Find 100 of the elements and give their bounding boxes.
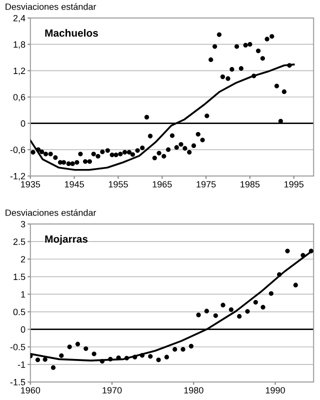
- x-tick-label: 1990: [266, 387, 285, 394]
- point: [96, 154, 100, 159]
- point: [180, 347, 186, 352]
- point: [174, 145, 179, 150]
- point: [140, 353, 145, 358]
- point: [248, 42, 252, 47]
- point: [188, 344, 194, 348]
- point: [74, 160, 80, 165]
- point: [116, 355, 121, 360]
- point: [253, 300, 258, 305]
- point: [30, 150, 36, 155]
- y-tick-label: -1.5: [10, 379, 26, 386]
- point: [140, 146, 145, 150]
- point: [100, 150, 105, 154]
- point: [156, 150, 162, 156]
- y-tick-label: 3: [20, 220, 26, 228]
- point: [35, 358, 40, 362]
- y-tick-label: 0,6: [13, 94, 26, 102]
- y-tick-label: -0,6: [10, 146, 26, 154]
- point: [92, 352, 96, 356]
- point: [91, 152, 96, 156]
- point: [84, 346, 88, 351]
- line-series: [30, 250, 313, 362]
- point: [270, 34, 274, 39]
- point: [238, 66, 244, 71]
- point: [220, 302, 226, 308]
- y-tick-label: 2,4: [13, 14, 26, 22]
- point: [204, 308, 209, 314]
- point: [132, 354, 138, 360]
- y-tick-label: 1,2: [14, 68, 26, 76]
- point: [108, 356, 113, 362]
- point: [130, 152, 136, 157]
- point: [226, 76, 230, 81]
- point: [126, 150, 132, 155]
- point: [100, 358, 105, 364]
- y-tick-label: 2: [20, 256, 26, 262]
- x-tick-label: 1960: [21, 387, 40, 394]
- y-tick-label: 0: [20, 326, 26, 333]
- x-tick-label: 1975: [196, 181, 216, 188]
- point: [124, 356, 130, 360]
- point: [152, 156, 157, 160]
- point: [228, 307, 234, 312]
- point: [237, 314, 242, 319]
- y-tick-label: 2.5: [13, 238, 26, 245]
- y-tick-label: -1,2: [10, 172, 26, 180]
- point: [268, 291, 274, 296]
- point: [66, 161, 71, 166]
- point: [196, 132, 200, 137]
- point: [234, 44, 240, 49]
- point: [170, 133, 175, 138]
- x-tick-label: 1980: [184, 387, 204, 394]
- x-tick-label: 1945: [64, 181, 84, 188]
- x-tick-label: 1985: [240, 181, 260, 188]
- point: [260, 56, 265, 61]
- point: [43, 152, 48, 156]
- point: [200, 138, 205, 142]
- point: [213, 313, 218, 318]
- point: [48, 152, 53, 156]
- point: [156, 358, 161, 362]
- point: [162, 154, 166, 159]
- point: [36, 147, 41, 152]
- point: [178, 142, 184, 147]
- point: [118, 152, 123, 156]
- point: [277, 272, 282, 277]
- point: [70, 161, 75, 166]
- point: [67, 344, 72, 350]
- y-tick-label: -1: [18, 362, 26, 368]
- point: [78, 152, 83, 156]
- point: [172, 347, 178, 352]
- point: [274, 84, 280, 88]
- point: [114, 152, 118, 158]
- point: [75, 342, 80, 346]
- point: [87, 159, 92, 164]
- x-tick-label: 1995: [284, 181, 304, 188]
- point: [243, 42, 248, 48]
- text: Mojarras: [45, 235, 88, 245]
- point: [216, 32, 222, 37]
- point: [196, 312, 201, 318]
- point: [182, 146, 188, 151]
- point: [105, 148, 110, 153]
- point: [110, 152, 114, 158]
- point: [166, 147, 171, 152]
- point: [285, 248, 290, 254]
- point: [230, 67, 234, 72]
- point: [287, 63, 292, 68]
- point: [260, 304, 266, 310]
- y-tick-label: 1: [21, 291, 26, 298]
- x-tick-label: 1935: [21, 181, 40, 188]
- point: [245, 309, 250, 314]
- x-tick-label: 1965: [152, 181, 172, 188]
- point: [308, 248, 314, 254]
- point: [144, 114, 150, 120]
- point: [204, 114, 210, 118]
- point: [256, 48, 261, 54]
- y-tick-label: 1,8: [14, 41, 26, 49]
- point: [164, 354, 169, 360]
- point: [40, 150, 44, 154]
- point: [59, 353, 64, 358]
- point: [148, 134, 153, 138]
- point: [282, 89, 286, 94]
